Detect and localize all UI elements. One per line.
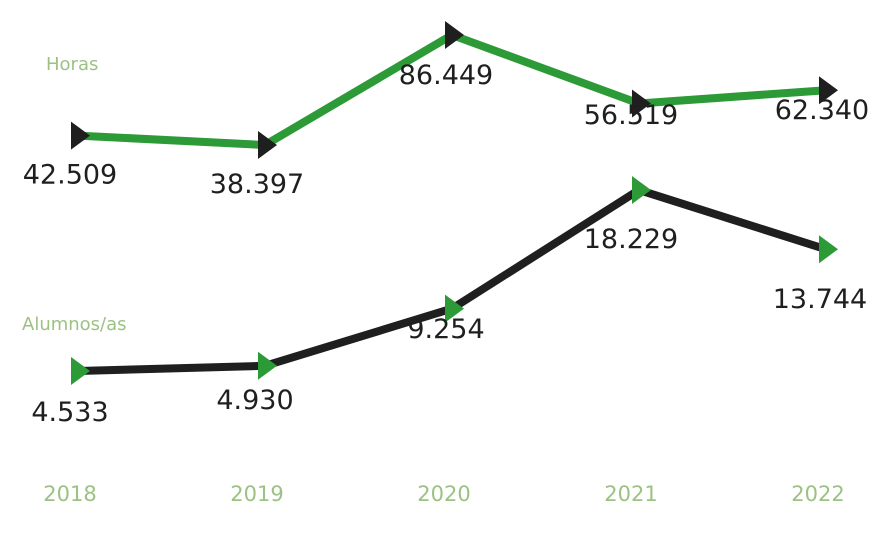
data-label-alumnos-2021: 18.229	[584, 224, 678, 255]
marker-alumnos-2019	[258, 351, 277, 380]
data-label-alumnos-2019: 4.930	[216, 385, 293, 416]
x-tick-label-2021: 2021	[604, 482, 657, 506]
data-label-horas-2019: 38.397	[210, 169, 304, 200]
data-label-horas-2021: 56.519	[584, 100, 678, 131]
data-label-horas-2018: 42.509	[23, 160, 117, 191]
data-label-alumnos-2020: 9.254	[407, 314, 484, 345]
x-tick-label-2018: 2018	[43, 482, 96, 506]
marker-alumnos-2020	[445, 294, 464, 323]
data-label-alumnos-2018: 4.533	[31, 397, 108, 428]
series-alumnos: 4.533 4.930 9.254 18.229 13.744 Alumnos/as	[22, 176, 867, 428]
x-axis-labels: 2018 2019 2020 2021 2022	[43, 482, 844, 506]
data-label-alumnos-2022: 13.744	[773, 284, 867, 315]
series-horas: 42.509 38.397 86.449 56.519 62.340 Horas	[23, 21, 869, 200]
marker-alumnos-2022	[819, 235, 838, 264]
x-tick-label-2019: 2019	[230, 482, 283, 506]
data-label-horas-2020: 86.449	[399, 60, 493, 91]
series-label-alumnos: Alumnos/as	[22, 314, 127, 335]
series-label-horas: Horas	[46, 54, 98, 75]
marker-horas-2021	[632, 89, 651, 118]
x-tick-label-2022: 2022	[791, 482, 844, 506]
marker-horas-2022	[819, 76, 838, 105]
data-label-horas-2022: 62.340	[775, 95, 869, 126]
marker-horas-2020	[445, 21, 464, 49]
x-tick-label-2020: 2020	[417, 482, 470, 506]
marker-horas-2018	[71, 121, 90, 150]
marker-alumnos-2021	[632, 176, 651, 204]
marker-alumnos-2018	[71, 357, 90, 385]
marker-horas-2019	[258, 131, 277, 159]
